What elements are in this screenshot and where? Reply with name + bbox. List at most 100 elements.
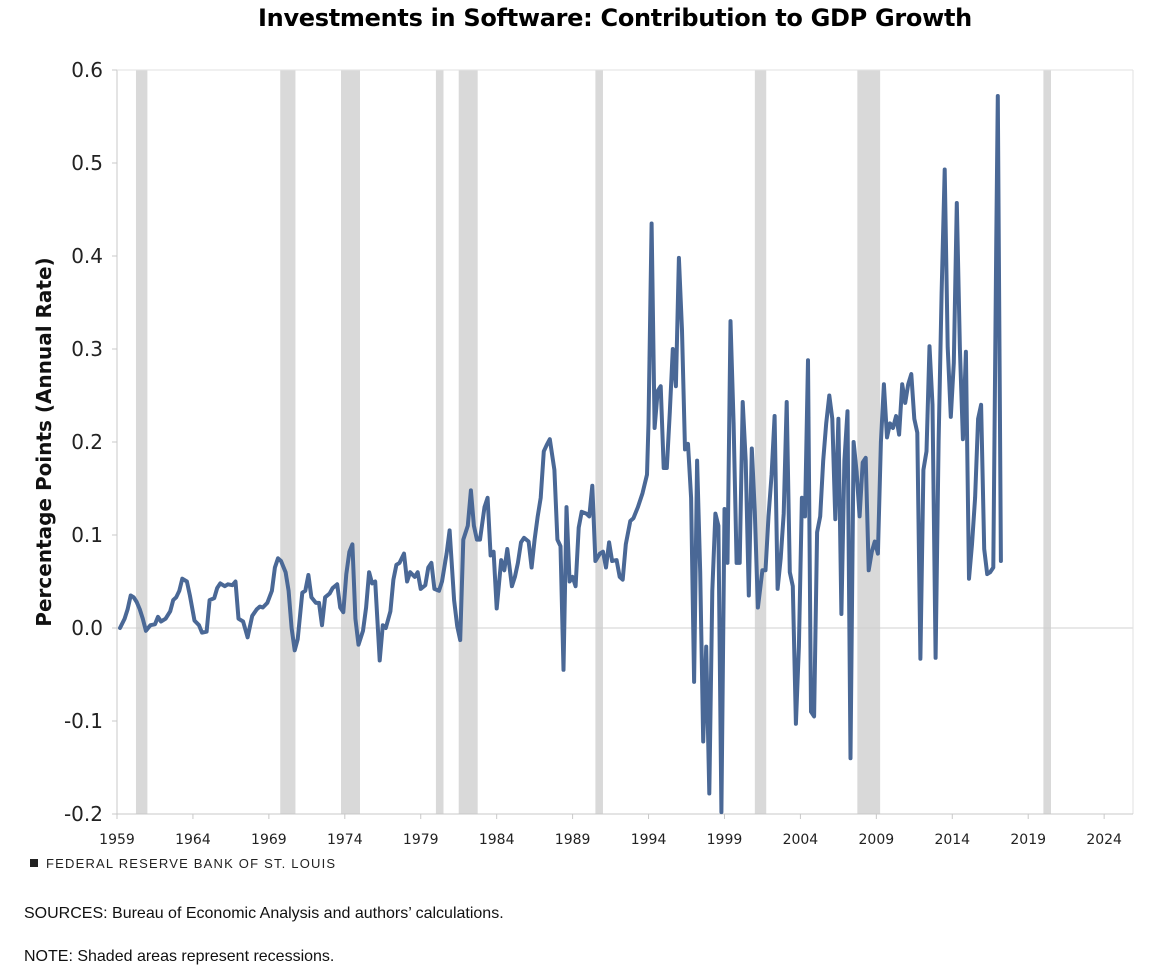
data-point	[615, 558, 619, 562]
data-point	[628, 519, 632, 523]
data-point	[888, 421, 892, 425]
data-point	[695, 459, 699, 463]
data-point	[309, 595, 313, 599]
data-point	[223, 584, 227, 588]
x-tick-label: 2024	[1086, 832, 1122, 848]
data-point	[562, 668, 565, 672]
data-point	[803, 514, 807, 518]
data-point	[559, 544, 562, 548]
data-point	[689, 496, 693, 500]
recession-band-7	[857, 70, 881, 814]
data-point	[753, 510, 757, 514]
data-point	[964, 350, 968, 354]
data-point	[624, 542, 628, 546]
data-point	[994, 235, 998, 239]
data-point	[967, 577, 971, 581]
data-point	[815, 530, 819, 534]
data-point	[925, 449, 928, 453]
x-tick-label: 1994	[631, 832, 667, 848]
data-point	[287, 589, 291, 593]
data-point	[331, 586, 335, 590]
data-point	[344, 572, 348, 576]
data-point	[373, 580, 377, 583]
data-point	[548, 437, 552, 441]
data-point	[934, 656, 938, 660]
data-point	[314, 601, 318, 605]
x-tick-label: 1959	[99, 832, 135, 848]
data-point	[144, 629, 148, 633]
data-point	[419, 587, 423, 591]
data-point	[123, 617, 127, 621]
data-point	[135, 600, 139, 604]
data-point	[398, 561, 401, 565]
data-point	[915, 431, 919, 435]
x-tick-label: 1979	[403, 832, 439, 848]
recession-band-1	[280, 70, 296, 814]
data-point	[174, 595, 178, 599]
data-point	[317, 601, 321, 605]
data-point	[212, 596, 216, 600]
data-point	[906, 382, 910, 386]
data-point	[448, 528, 452, 532]
data-point	[794, 722, 798, 726]
data-point	[779, 556, 783, 560]
x-tick-label: 2019	[1010, 832, 1046, 848]
data-point	[604, 566, 608, 569]
branding-text: FEDERAL RESERVE BANK OF ST. LOUIS	[46, 856, 337, 871]
chart-title: Investments in Software: Contribution to…	[258, 4, 972, 32]
data-point	[610, 559, 614, 563]
data-point	[193, 619, 196, 623]
y-axis-tick-labels: 0.6 0.5 0.4 0.3 0.2 0.1 0.0 -0.1 -0.2	[64, 58, 117, 826]
data-point	[839, 612, 843, 616]
data-point	[996, 94, 1000, 98]
data-point	[495, 607, 499, 610]
data-point	[527, 540, 531, 543]
data-point	[156, 615, 160, 619]
data-point	[864, 456, 868, 460]
data-point	[300, 591, 304, 595]
data-point	[273, 566, 277, 569]
data-point	[788, 570, 792, 574]
data-point	[180, 577, 184, 581]
y-tick-label: -0.2	[64, 802, 103, 826]
data-point	[486, 496, 490, 500]
data-point	[255, 607, 259, 611]
recession-note: NOTE: Shaded areas represent recessions.	[24, 948, 335, 965]
data-point	[876, 552, 880, 556]
data-point	[946, 345, 950, 349]
data-point	[701, 740, 705, 743]
recession-band-6	[754, 70, 767, 814]
y-axis-label: Percentage Points (Annual Rate)	[32, 257, 56, 626]
branding: FEDERAL RESERVE BANK OF ST. LOUIS	[30, 856, 336, 871]
data-point	[148, 623, 152, 627]
data-point	[867, 568, 871, 572]
data-point	[361, 629, 365, 633]
data-point	[132, 595, 136, 599]
data-point	[885, 435, 889, 439]
data-point	[650, 222, 654, 225]
data-point	[931, 403, 934, 407]
series-layer	[118, 94, 1003, 815]
data-point	[153, 622, 157, 626]
recession-band-0	[135, 70, 148, 814]
data-point	[738, 561, 742, 565]
data-point	[188, 594, 192, 597]
data-point	[338, 606, 342, 609]
data-point	[698, 570, 702, 574]
x-tick-label: 2014	[934, 832, 970, 848]
data-point	[391, 578, 395, 582]
data-point	[618, 575, 622, 579]
data-point	[928, 344, 931, 348]
data-point	[350, 542, 354, 546]
data-point	[455, 624, 459, 628]
data-point	[855, 470, 859, 474]
data-point	[226, 582, 230, 586]
data-point	[713, 512, 717, 516]
data-point	[394, 563, 398, 567]
data-point	[607, 540, 611, 544]
data-point	[378, 659, 382, 662]
data-point	[265, 601, 269, 605]
data-point	[452, 598, 456, 602]
data-point	[870, 550, 874, 554]
data-point	[973, 496, 977, 500]
